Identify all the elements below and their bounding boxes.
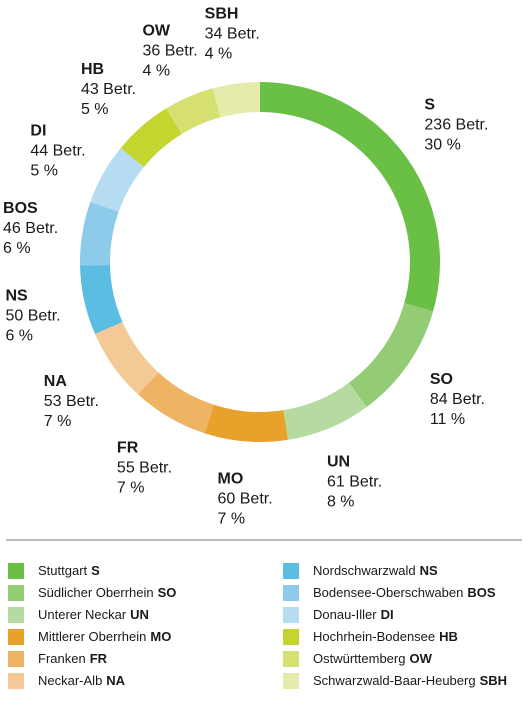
label-abbr: DI <box>30 123 46 140</box>
label-abbr: BOS <box>3 200 38 217</box>
legend-abbr: SBH <box>480 673 507 688</box>
legend-name: Ostwürttemberg <box>313 651 405 666</box>
legend-name: Stuttgart <box>38 563 88 578</box>
legend-abbr: NS <box>420 563 438 578</box>
legend-label: Südlicher Oberrhein SO <box>38 585 176 600</box>
legend-name: Neckar-Alb <box>38 673 102 688</box>
label-percent: 7 % <box>117 479 145 496</box>
legend-label: Donau-Iller DI <box>313 607 394 622</box>
legend-label: Stuttgart S <box>38 563 100 578</box>
legend-label: Mittlerer Oberrhein MO <box>38 629 171 644</box>
label-count: 84 Betr. <box>430 391 485 408</box>
legend-label: Bodensee-Oberschwaben BOS <box>313 585 496 600</box>
label-count: 43 Betr. <box>81 81 136 98</box>
donut-segment <box>90 148 144 212</box>
legend-swatch <box>283 585 299 601</box>
legend-name: Schwarzwald-Baar-Heuberg <box>313 673 476 688</box>
legend-swatch <box>283 673 299 689</box>
legend-name: Hochrhein-Bodensee <box>313 629 435 644</box>
legend-swatch <box>283 651 299 667</box>
legend-abbr: BOS <box>467 585 496 600</box>
legend-abbr: MO <box>150 629 171 644</box>
label-abbr: FR <box>117 439 139 456</box>
legend-name: Unterer Neckar <box>38 607 127 622</box>
legend-label: Neckar-Alb NA <box>38 673 126 688</box>
legend-swatch <box>283 629 299 645</box>
label-abbr: OW <box>142 23 170 40</box>
legend-swatch <box>8 651 24 667</box>
label-percent: 6 % <box>3 240 31 257</box>
label-count: 34 Betr. <box>205 25 260 42</box>
legend-abbr: NA <box>106 673 125 688</box>
legend-swatch <box>8 607 24 623</box>
legend-abbr: S <box>91 563 100 578</box>
label-percent: 8 % <box>327 493 355 510</box>
legend-label: Schwarzwald-Baar-Heuberg SBH <box>313 673 507 688</box>
legend-abbr: DI <box>381 607 394 622</box>
legend-name: Bodensee-Oberschwaben <box>313 585 463 600</box>
legend-swatch <box>8 585 24 601</box>
label-percent: 4 % <box>142 63 170 80</box>
label-count: 50 Betr. <box>5 307 60 324</box>
label-count: 36 Betr. <box>142 43 197 60</box>
label-percent: 7 % <box>218 511 246 528</box>
legend-name: Franken <box>38 651 86 666</box>
donut-segment <box>212 82 260 118</box>
legend-swatch <box>8 629 24 645</box>
label-abbr: SO <box>430 371 453 388</box>
label-count: 53 Betr. <box>44 393 99 410</box>
donut-segment <box>80 201 119 266</box>
legend-swatch <box>8 563 24 579</box>
legend-swatch <box>8 673 24 689</box>
legend-name: Nordschwarzwald <box>313 563 416 578</box>
label-percent: 4 % <box>205 45 233 62</box>
legend-label: Hochrhein-Bodensee HB <box>313 629 458 644</box>
donut-segment <box>80 264 123 334</box>
legend-swatch <box>283 607 299 623</box>
label-percent: 6 % <box>5 327 33 344</box>
donut-segment <box>95 321 159 395</box>
legend-abbr: HB <box>439 629 458 644</box>
label-abbr: S <box>424 96 435 113</box>
donut-segment <box>166 88 221 134</box>
legend-label: Ostwürttemberg OW <box>313 651 433 666</box>
donut-segment <box>138 372 214 434</box>
legend-abbr: FR <box>90 651 108 666</box>
legend-abbr: UN <box>130 607 149 622</box>
label-abbr: NS <box>5 287 28 304</box>
legend-name: Donau-Iller <box>313 607 377 622</box>
donut-segment <box>283 382 367 440</box>
legend-swatch <box>283 563 299 579</box>
label-count: 60 Betr. <box>218 491 273 508</box>
donut-segment <box>348 303 434 407</box>
donut-segment <box>204 404 289 443</box>
legend-abbr: OW <box>409 651 432 666</box>
label-percent: 11 % <box>430 411 465 428</box>
legend-label: Franken FR <box>38 651 108 666</box>
label-count: 44 Betr. <box>30 143 85 160</box>
legend-abbr: SO <box>158 585 177 600</box>
label-percent: 5 % <box>81 101 109 118</box>
label-percent: 5 % <box>30 163 58 180</box>
label-count: 236 Betr. <box>424 116 488 133</box>
legend-label: Unterer Neckar UN <box>38 607 149 622</box>
label-count: 61 Betr. <box>327 473 382 490</box>
legend-name: Südlicher Oberrhein <box>38 585 154 600</box>
label-count: 46 Betr. <box>3 220 58 237</box>
label-abbr: MO <box>218 471 244 488</box>
label-count: 55 Betr. <box>117 459 172 476</box>
label-percent: 30 % <box>424 136 460 153</box>
legend-label: Nordschwarzwald NS <box>313 563 438 578</box>
label-abbr: HB <box>81 61 104 78</box>
label-abbr: SBH <box>205 5 239 22</box>
donut-segment <box>120 108 182 168</box>
legend-name: Mittlerer Oberrhein <box>38 629 146 644</box>
label-abbr: UN <box>327 453 350 470</box>
label-abbr: NA <box>44 373 68 390</box>
label-percent: 7 % <box>44 413 72 430</box>
donut-segment <box>260 82 440 312</box>
